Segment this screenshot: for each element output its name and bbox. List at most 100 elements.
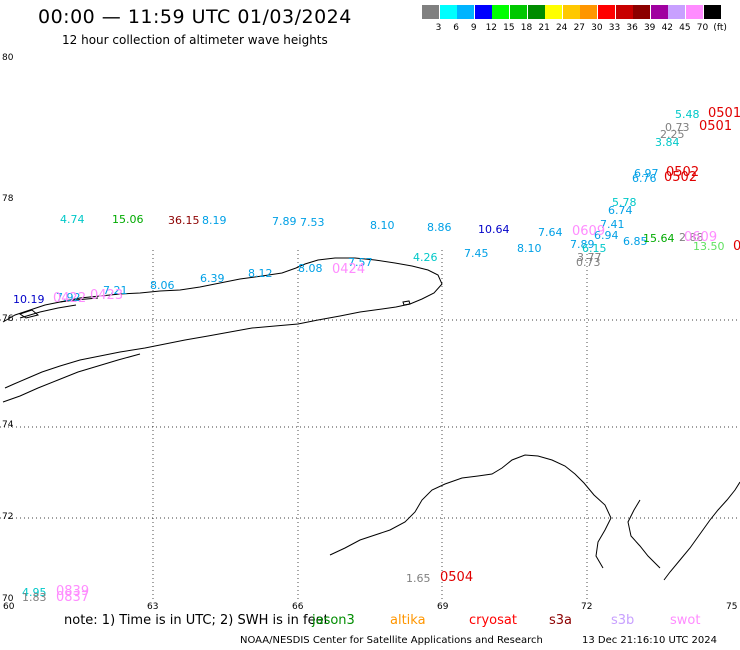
lat-label-80: 80	[2, 53, 14, 63]
colorbar-swatch	[545, 5, 563, 19]
pass-time: 0839	[56, 584, 90, 599]
legend-altika: altika	[390, 613, 426, 628]
obs-value: 8.19	[202, 214, 227, 227]
colorbar-label: 6	[453, 23, 459, 33]
colorbar-swatch	[703, 5, 721, 19]
obs-value: 3.84	[655, 136, 680, 149]
pass-time: 0423	[90, 288, 124, 303]
lat-label-76: 76	[2, 314, 14, 324]
coastline	[2, 257, 740, 581]
obs-value: 1.65	[406, 572, 431, 585]
colorbar-swatch	[686, 5, 703, 19]
peninsula-coast-a	[329, 454, 612, 569]
obs-value: 1.83	[22, 591, 47, 604]
island-small-b	[18, 309, 40, 319]
colorbar-label: 15	[503, 23, 515, 33]
pass-time: 0609	[684, 230, 718, 245]
obs-value: 4.74	[60, 213, 85, 226]
obs-value: 8.86	[427, 221, 452, 234]
pass-time: 0504	[440, 570, 474, 585]
obs-value: 7.64	[538, 226, 563, 239]
obs-value: 6.74	[608, 204, 633, 217]
chart-subtitle: 12 hour collection of altimeter wave hei…	[62, 33, 328, 47]
obs-value: 8.08	[298, 262, 323, 275]
colorbar-label: 70	[696, 23, 709, 33]
obs-value: 5.78	[612, 196, 637, 209]
pass-time: 0424	[332, 262, 366, 277]
obs-value: 7.21	[103, 284, 128, 297]
colorbar-swatch	[492, 5, 510, 19]
colorbar-label: 27	[573, 23, 586, 33]
obs-value: 0.73	[665, 121, 690, 134]
lat-label-74: 74	[2, 420, 14, 430]
lon-label-60: 60	[3, 602, 15, 612]
colorbar-label: 24	[555, 23, 568, 33]
pass-time: 0837	[56, 590, 90, 605]
chart-title: 00:00 — 11:59 UTC 01/03/2024	[38, 6, 352, 28]
colorbar-label: 3	[435, 23, 442, 33]
obs-value: 8.10	[370, 219, 395, 232]
obs-value: 3.77	[577, 251, 602, 264]
obs-value: 4.95	[22, 586, 47, 599]
obs-value: 2.88	[679, 231, 704, 244]
colorbar-label: 21	[538, 23, 550, 33]
colorbar-swatch	[562, 5, 580, 19]
colorbar-swatch	[439, 5, 457, 19]
colorbar-label: 12	[485, 23, 498, 33]
obs-value: 8.10	[517, 242, 542, 255]
obs-value: 6.15	[582, 242, 607, 255]
obs-value: 8.06	[150, 279, 175, 292]
obs-value: 6.85	[623, 235, 648, 248]
footer-note: note: 1) Time is in UTC; 2) SWH is in fe…	[64, 613, 329, 628]
lon-label-63: 63	[147, 602, 159, 612]
colorbar-swatch	[474, 5, 492, 19]
colorbar-label: 45	[679, 23, 691, 33]
obs-value: 4.26	[413, 251, 438, 264]
obs-value: 6.94	[594, 229, 619, 242]
legend-cryosat: cryosat	[469, 613, 517, 628]
colorbar-label: 9	[470, 23, 477, 33]
obs-value: 15.64	[643, 232, 675, 245]
obs-value: 7.89	[272, 215, 297, 228]
obs-value: 10.19	[13, 293, 45, 306]
graticule	[0, 250, 740, 600]
lon-label-69: 69	[437, 602, 449, 612]
colorbar-swatch	[422, 5, 439, 19]
colorbar-label: (ft)	[713, 23, 727, 33]
obs-value: 10.64	[478, 223, 510, 236]
island-inner-coast	[19, 297, 99, 319]
colorbar-label: 33	[608, 23, 621, 33]
obs-value: 7.41	[600, 218, 625, 231]
generated-timestamp: 13 Dec 21:16:10 UTC 2024	[582, 635, 717, 646]
colorbar-swatch	[668, 5, 686, 19]
pass-time: 0609	[572, 224, 606, 239]
legend-s3a: s3a	[549, 613, 573, 628]
pass-time: 0422	[53, 291, 87, 306]
obs-value: 13.50	[693, 240, 725, 253]
pass-time: 0	[733, 239, 740, 254]
colorbar-swatch	[615, 5, 633, 19]
legend-s3b: s3b	[611, 613, 635, 628]
yamal-coast	[663, 481, 740, 581]
obs-value: 6.39	[200, 272, 225, 285]
colorbar-swatch	[650, 5, 668, 19]
lat-label-72: 72	[2, 512, 14, 522]
colorbar-label: 30	[591, 23, 603, 33]
obs-value: 7.89	[570, 238, 595, 251]
colorbar-label: 42	[661, 23, 674, 33]
southern-shore	[2, 353, 141, 403]
pass-time: 0501	[708, 106, 740, 121]
legend-jason3: jason3	[312, 613, 355, 628]
colorbar-swatch	[598, 5, 615, 19]
lat-label-70: 70	[2, 594, 14, 604]
obs-value: 7.92	[56, 291, 81, 304]
lat-label-78: 78	[2, 194, 14, 204]
obs-value: 0.73	[576, 256, 601, 269]
colorbar-label: 18	[520, 23, 533, 33]
obs-value: 36.15	[168, 214, 200, 227]
colorbar-label: 39	[643, 23, 656, 33]
obs-value: 5.48	[675, 108, 700, 121]
obs-value: 8.12	[248, 267, 273, 280]
obs-value: 15.06	[112, 213, 144, 226]
lon-label-66: 66	[292, 602, 304, 612]
